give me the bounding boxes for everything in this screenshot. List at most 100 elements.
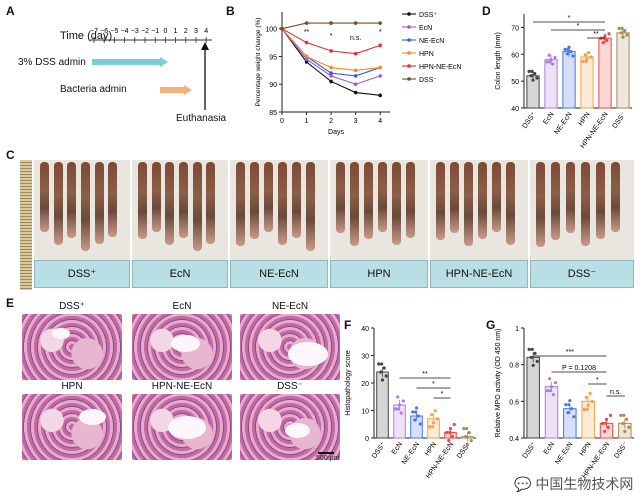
data-dot: [397, 407, 401, 411]
data-dot: [529, 355, 533, 359]
data-dot: [401, 399, 405, 403]
colon-specimen: [581, 162, 590, 246]
colon-specimen: [464, 162, 473, 246]
legend-entry: DSS⁻: [419, 77, 437, 84]
colon-specimen: [94, 162, 104, 244]
y-axis-label: Relative MPO activity (OD 450 nm): [495, 329, 502, 438]
data-dot: [435, 417, 439, 421]
timeline-tick-label: 1: [174, 28, 178, 35]
x-tick-label: 0: [280, 118, 284, 125]
y-tick-label: 20: [361, 381, 369, 388]
data-dot: [606, 425, 610, 429]
data-dot: [617, 26, 621, 30]
y-tick-label: 1: [515, 326, 519, 333]
colon-specimen: [436, 162, 445, 240]
data-dot: [623, 29, 627, 33]
colon-specimen: [250, 162, 259, 239]
data-dot: [548, 389, 553, 393]
histology-title: DSS⁻: [277, 381, 303, 392]
colon-specimen: [306, 162, 315, 251]
data-dot: [563, 47, 567, 52]
colon-specimen: [611, 162, 620, 232]
colon-specimen: [551, 162, 560, 240]
y-tick-label: 30: [361, 354, 369, 361]
data-dot: [548, 60, 552, 64]
histology-image: [240, 394, 340, 460]
data-dot: [462, 427, 466, 431]
colon-specimen: [278, 162, 287, 245]
data-dot: [530, 347, 534, 351]
data-dot: [585, 407, 589, 411]
data-dot: [603, 421, 608, 425]
histology-title: HPN-NE-EcN: [151, 381, 213, 392]
colon-specimen: [364, 162, 373, 239]
y-axis-label: Colon length (mm): [495, 32, 502, 90]
y-tick-label: 70: [511, 25, 519, 32]
data-point: [353, 68, 358, 73]
data-dot: [584, 59, 588, 63]
data-dot: [399, 411, 403, 415]
panel-e-label: E: [6, 296, 15, 310]
colon-specimen: [566, 162, 575, 233]
data-dot: [418, 422, 422, 426]
timeline-tick-label: −4: [121, 28, 129, 35]
bar: [616, 32, 630, 109]
timeline-tick-label: −1: [151, 28, 159, 35]
histology-image: [22, 314, 122, 380]
time-title: Time (day): [60, 30, 113, 42]
colon-specimen: [192, 162, 202, 251]
data-dot: [589, 55, 593, 59]
data-dot: [601, 40, 605, 45]
histology-title: DSS⁺: [59, 301, 85, 312]
x-tick-label: DSS⁻: [612, 111, 628, 130]
bacteria-arrow-head: [184, 85, 192, 95]
data-point: [304, 57, 309, 62]
data-dot: [531, 363, 535, 367]
timeline-tick-label: −7: [90, 28, 98, 35]
data-dot: [465, 427, 469, 431]
data-dot: [620, 26, 624, 30]
x-tick-label: 2: [329, 118, 333, 125]
y-tick-label: 0: [365, 436, 369, 443]
colon-photo: [330, 160, 428, 260]
data-dot: [380, 378, 385, 382]
data-dot: [467, 431, 471, 435]
colon-specimen: [236, 162, 245, 246]
x-tick-label: DSS⁻: [613, 441, 629, 460]
histology-image: [132, 314, 232, 380]
group-label: DSS⁻: [530, 260, 634, 288]
data-point: [304, 54, 309, 59]
colon-specimen: [378, 162, 387, 232]
data-dot: [586, 403, 590, 407]
legend-marker: [407, 12, 411, 16]
bar: [580, 56, 594, 109]
data-dot: [433, 409, 437, 413]
data-point: [378, 93, 382, 98]
y-axis-label: Percentage weight change (%): [255, 18, 262, 107]
colon-photo: [132, 160, 228, 260]
bar: [544, 386, 559, 439]
data-dot: [568, 399, 572, 403]
colon-photo: [230, 160, 328, 260]
timeline-tick-label: −6: [100, 28, 108, 35]
data-dot: [535, 359, 539, 363]
legend-marker: [407, 51, 411, 55]
data-dot: [625, 417, 629, 421]
data-point: [329, 65, 333, 70]
data-dot: [566, 411, 570, 415]
data-dot: [584, 395, 588, 399]
lumen: [171, 335, 200, 353]
data-dot: [600, 421, 605, 425]
group-label: DSS⁺: [34, 260, 130, 288]
data-dot: [569, 50, 573, 54]
colon-specimen: [40, 162, 49, 232]
dss-arrow-head: [160, 57, 168, 67]
data-dot: [625, 33, 629, 37]
timeline-tick-label: 0: [163, 28, 167, 35]
data-point: [329, 79, 333, 84]
x-tick-label: HPN: [579, 441, 593, 457]
watermark: 💬 中国生物技术网: [514, 474, 633, 494]
data-dot: [583, 53, 587, 57]
data-point: [378, 65, 382, 70]
